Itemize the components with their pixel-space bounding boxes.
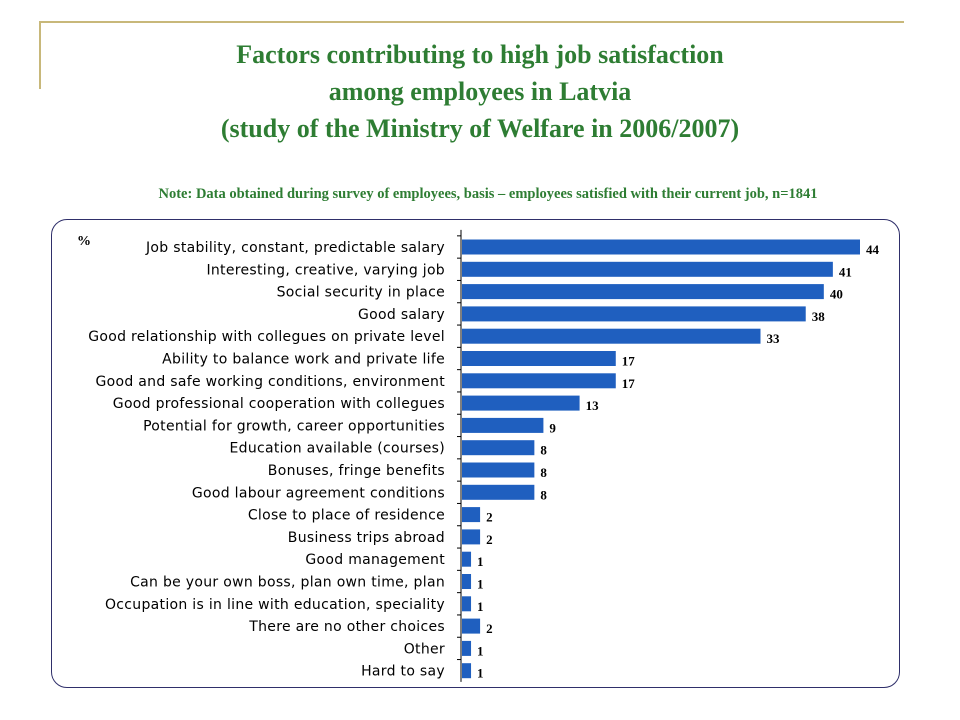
chart-title: Factors contributing to high job satisfa… <box>60 36 900 147</box>
bar <box>462 484 535 500</box>
category-label: Good management <box>305 552 445 568</box>
title-line-3: (study of the Ministry of Welfare in 200… <box>220 114 740 143</box>
category-label: Can be your own boss, plan own time, pla… <box>130 575 445 591</box>
title-line-2: among employees in Latvia <box>328 77 632 106</box>
bar <box>462 395 580 411</box>
category-label: Ability to balance work and private life <box>162 352 445 368</box>
bar <box>462 596 472 612</box>
bar <box>462 261 833 277</box>
data-label: 13 <box>586 398 600 413</box>
category-label: Job stability, constant, predictable sal… <box>145 240 445 256</box>
data-label: 2 <box>486 621 493 636</box>
category-label: Occupation is in line with education, sp… <box>105 597 445 613</box>
category-label: Potential for growth, career opportuniti… <box>143 418 445 434</box>
data-label: 8 <box>540 443 547 458</box>
bar <box>462 417 544 433</box>
data-label: 9 <box>549 420 556 435</box>
category-label: Social security in place <box>277 285 445 301</box>
category-label: There are no other choices <box>248 619 445 635</box>
bar <box>462 351 616 366</box>
bar <box>462 462 535 478</box>
bar <box>462 373 616 389</box>
decorative-left-line <box>39 21 41 89</box>
data-label: 17 <box>622 354 636 369</box>
bar <box>462 284 824 300</box>
bar <box>462 440 535 456</box>
bar <box>462 507 481 523</box>
category-label: Education available (courses) <box>229 441 445 457</box>
bar <box>462 306 806 322</box>
data-label: 2 <box>486 510 493 525</box>
category-label: Hard to say <box>361 664 445 680</box>
category-label: Good salary <box>358 307 445 323</box>
category-label: Other <box>404 641 445 657</box>
bar <box>462 574 472 589</box>
decorative-top-line <box>40 21 904 23</box>
data-label: 1 <box>477 554 484 569</box>
data-label: 8 <box>540 465 547 480</box>
unit-label: % <box>77 234 91 249</box>
data-label: 17 <box>622 376 636 391</box>
data-label: 44 <box>866 242 880 257</box>
data-label: 1 <box>477 599 484 614</box>
category-label: Good and safe working conditions, enviro… <box>95 374 445 390</box>
bar <box>462 618 481 634</box>
data-label: 1 <box>477 666 484 681</box>
bar <box>462 640 472 656</box>
data-label: 1 <box>477 577 484 592</box>
data-label: 1 <box>477 643 484 658</box>
title-line-1: Factors contributing to high job satisfa… <box>236 40 724 69</box>
category-label: Close to place of residence <box>248 508 445 524</box>
chart-frame <box>51 219 900 688</box>
category-label: Good labour agreement conditions <box>192 485 445 501</box>
category-label: Interesting, creative, varying job <box>206 262 445 278</box>
bar <box>462 239 860 255</box>
category-label: Bonuses, fringe benefits <box>268 463 445 479</box>
data-label: 38 <box>812 309 826 324</box>
bar <box>462 529 481 545</box>
category-label: Business trips abroad <box>288 530 445 546</box>
bar <box>462 663 472 679</box>
bar <box>462 551 472 567</box>
data-label: 41 <box>839 264 852 279</box>
category-label: Good professional cooperation with colle… <box>113 396 445 412</box>
data-label: 8 <box>540 487 547 502</box>
chart-note: Note: Data obtained during survey of emp… <box>158 186 818 202</box>
category-label: Good relationship with collegues on priv… <box>88 329 445 345</box>
data-label: 2 <box>486 532 493 547</box>
bar <box>462 328 761 344</box>
data-label: 40 <box>830 287 843 302</box>
data-label: 33 <box>767 331 781 346</box>
